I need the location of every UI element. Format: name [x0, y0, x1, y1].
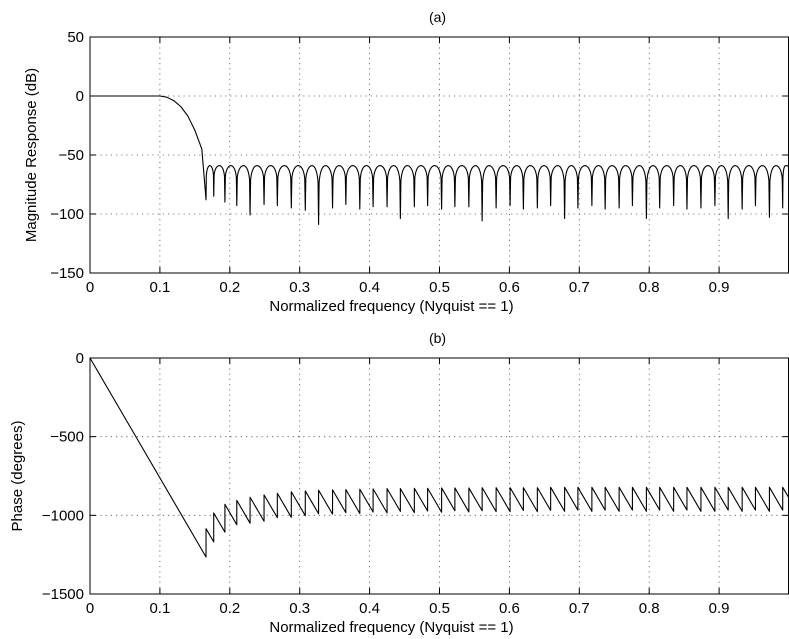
phase-y-axis-label: Phase (degrees) [9, 421, 26, 532]
magnitude-x-tick-label-5: 0.5 [429, 279, 450, 296]
phase-curve [89, 357, 789, 558]
magnitude-x-tick-label-7: 0.7 [569, 279, 590, 296]
magnitude-x-tick-label-4: 0.4 [359, 279, 380, 296]
phase-x-tick-label-7: 0.7 [569, 600, 590, 617]
magnitude-y-tick-label-1: 0 [76, 88, 84, 105]
phase-y-tick-label-3: −1500 [42, 586, 84, 603]
phase-axes-frame [89, 357, 789, 595]
magnitude-x-tick-label-6: 0.6 [499, 279, 520, 296]
phase-x-axis-label: Normalized frequency (Nyquist == 1) [269, 619, 513, 636]
plot-magnitude-response: 0 0.1 0.2 0.3 0.4 0.5 0.6 0.7 0.8 0.9 50 0 −50 −100 −1… [23, 9, 789, 315]
magnitude-y-tick-label-0: 50 [67, 29, 84, 46]
magnitude-plot-title: (a) [429, 9, 446, 25]
magnitude-y-tick-label-3: −100 [50, 206, 84, 223]
phase-plot-title: (b) [429, 330, 446, 346]
phase-x-tick-label-2: 0.2 [219, 600, 240, 617]
phase-x-tick-label-4: 0.4 [359, 600, 380, 617]
phase-x-tick-label-5: 0.5 [429, 600, 450, 617]
magnitude-x-tick-label-1: 0.1 [149, 279, 170, 296]
magnitude-y-tick-label-2: −50 [59, 147, 84, 164]
phase-y-tick-label-2: −1000 [42, 507, 84, 524]
magnitude-x-tick-label-3: 0.3 [289, 279, 310, 296]
phase-x-tick-label-8: 0.8 [639, 600, 660, 617]
phase-x-tick-label-6: 0.6 [499, 600, 520, 617]
phase-x-tick-label-0: 0 [86, 600, 94, 617]
phase-y-tick-label-1: −500 [50, 429, 84, 446]
plot-phase-response: 0 0.1 0.2 0.3 0.4 0.5 0.6 0.7 0.8 0.9 0 −500 −1000 −1… [9, 330, 789, 636]
magnitude-x-tick-label-0: 0 [86, 279, 94, 296]
magnitude-x-tick-label-8: 0.8 [639, 279, 660, 296]
magnitude-y-axis-label: Magnitude Response (dB) [23, 68, 40, 242]
magnitude-curve [90, 95, 789, 225]
magnitude-grid [90, 37, 789, 273]
phase-y-tick-label-0: 0 [76, 350, 84, 367]
magnitude-x-axis-label: Normalized frequency (Nyquist == 1) [269, 298, 513, 315]
phase-x-tick-label-9: 0.9 [709, 600, 730, 617]
phase-grid [90, 358, 789, 594]
phase-x-tick-label-3: 0.3 [289, 600, 310, 617]
phase-x-tick-label-1: 0.1 [149, 600, 170, 617]
magnitude-x-tick-label-9: 0.9 [709, 279, 730, 296]
magnitude-x-tick-label-2: 0.2 [219, 279, 240, 296]
magnitude-y-tick-label-4: −150 [50, 265, 84, 282]
